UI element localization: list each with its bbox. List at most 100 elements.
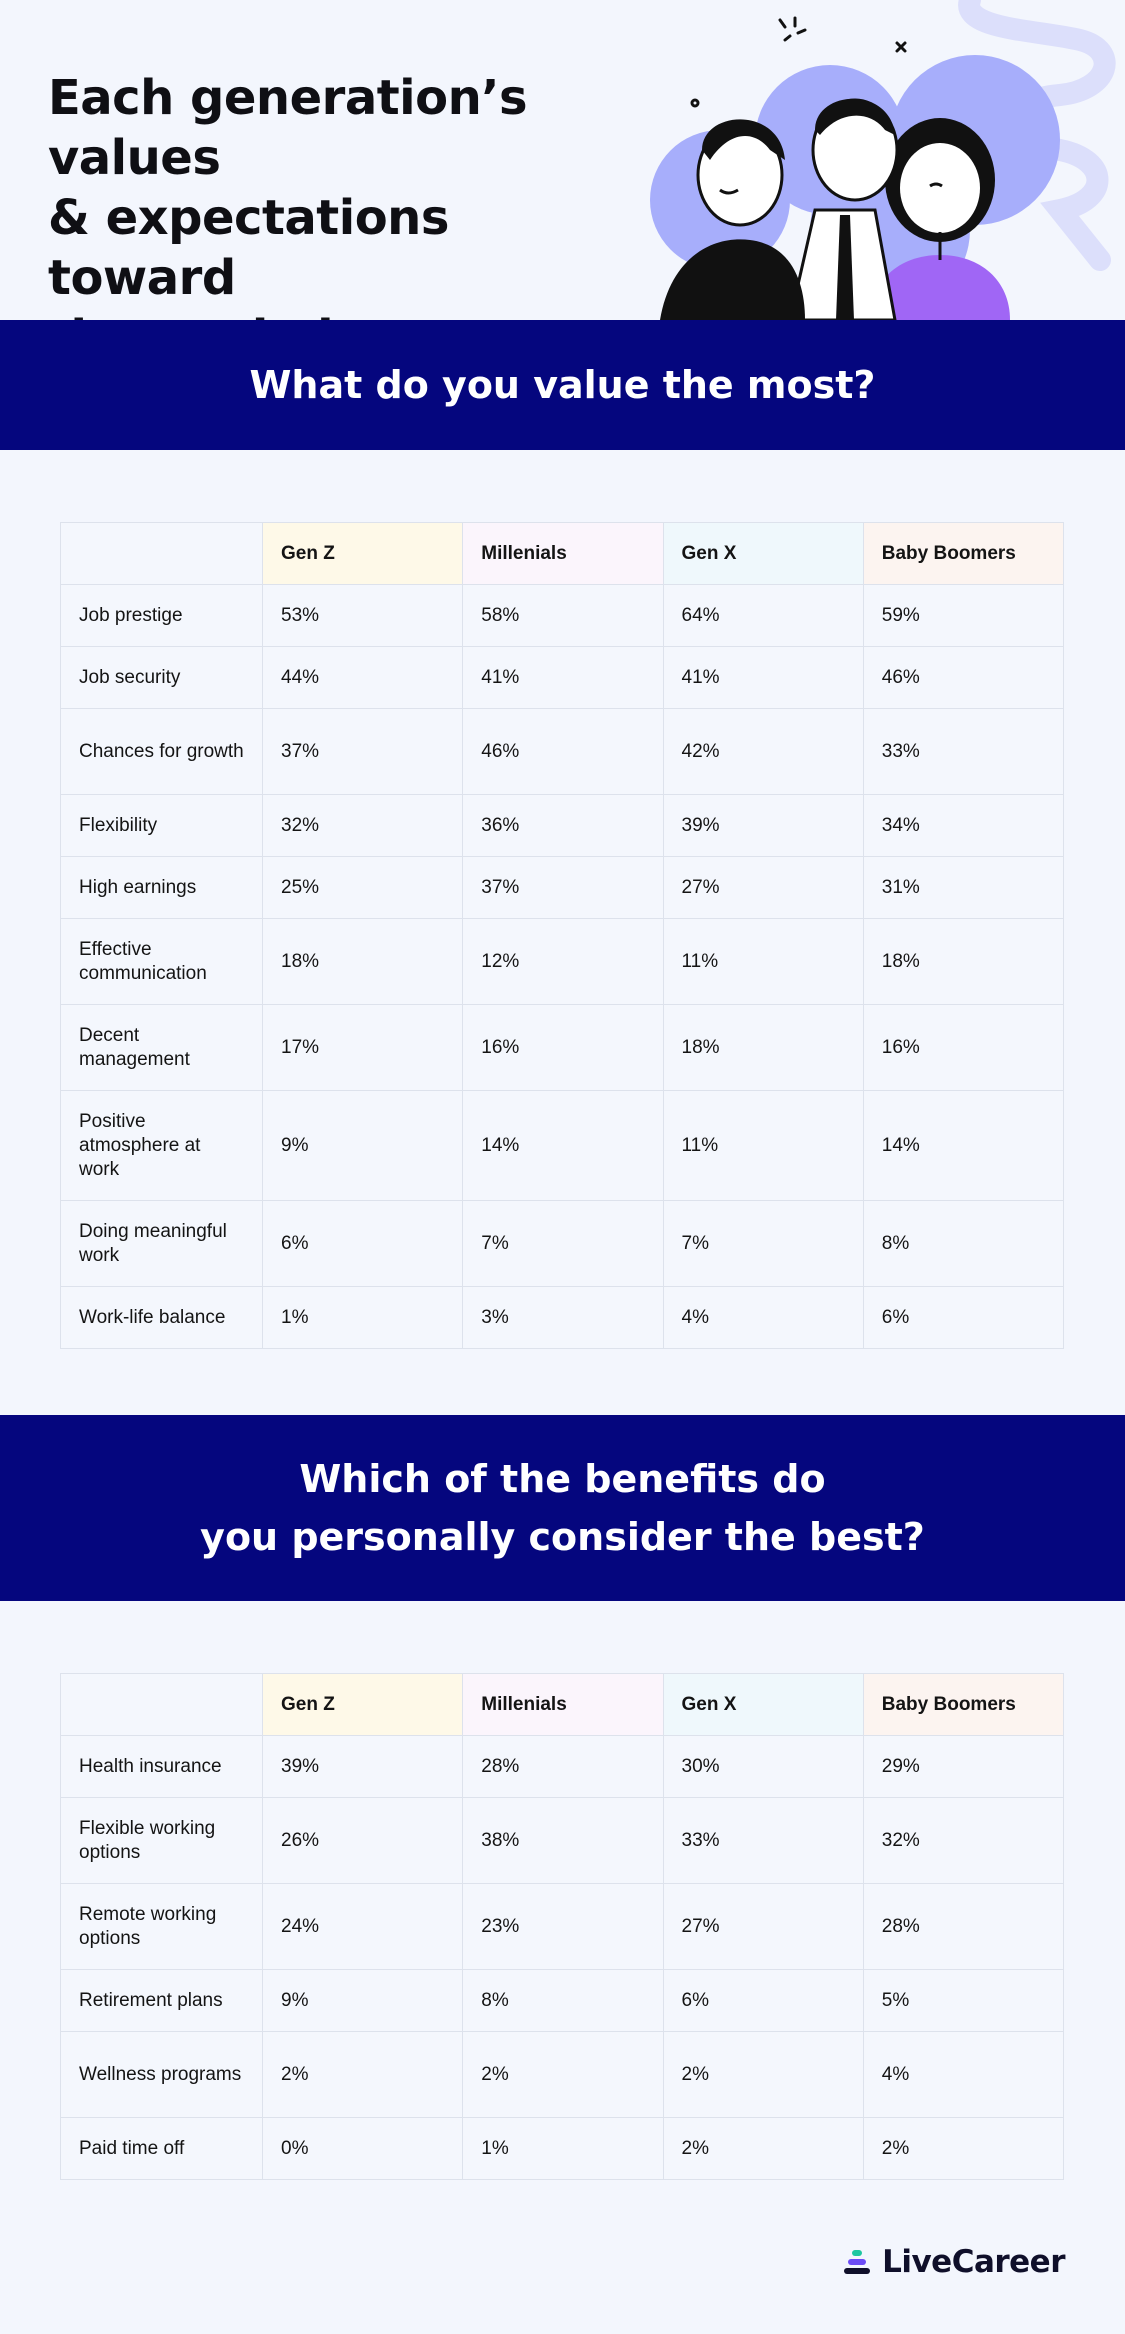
row-label: Paid time off — [60, 2117, 263, 2180]
row-label: Decent management — [60, 1004, 263, 1091]
cell-gen-x: 41% — [662, 646, 864, 709]
cell-baby-boomers: 18% — [862, 918, 1065, 1005]
cell-gen-z: 6% — [261, 1200, 464, 1287]
logo-text: LiveCareer — [882, 2244, 1065, 2280]
section2-heading-line2: you personally consider the best? — [200, 1515, 925, 1559]
cell-baby-boomers: 4% — [862, 2031, 1065, 2118]
cell-gen-z: 9% — [261, 1969, 464, 2032]
cell-baby-boomers: 32% — [862, 1797, 1065, 1884]
cell-millenials: 37% — [462, 856, 664, 919]
cell-baby-boomers: 31% — [862, 856, 1065, 919]
table-row: Effective communication 18% 12% 11% 18% — [60, 918, 1065, 1005]
cell-baby-boomers: 2% — [862, 2117, 1065, 2180]
cell-baby-boomers: 46% — [862, 646, 1065, 709]
row-label: Work-life balance — [60, 1286, 263, 1349]
cell-gen-x: 27% — [662, 1883, 864, 1970]
cell-millenials: 2% — [462, 2031, 664, 2118]
table-row: Flexible working options 26% 38% 33% 32% — [60, 1797, 1065, 1884]
cell-gen-z: 0% — [261, 2117, 464, 2180]
cell-gen-z: 44% — [261, 646, 464, 709]
table-row: Flexibility 32% 36% 39% 34% — [60, 794, 1065, 857]
table-row: Job security 44% 41% 41% 46% — [60, 646, 1065, 709]
cell-millenials: 23% — [462, 1883, 664, 1970]
row-label: Flexible working options — [60, 1797, 263, 1884]
header-gen-z: Gen Z — [261, 522, 464, 585]
cell-millenials: 41% — [462, 646, 664, 709]
table-row: High earnings 25% 37% 27% 31% — [60, 856, 1065, 919]
cell-millenials: 36% — [462, 794, 664, 857]
livecareer-logo[interactable]: LiveCareer — [844, 2244, 1065, 2280]
section2-banner: Which of the benefits do you personally … — [0, 1415, 1125, 1601]
cell-millenials: 58% — [462, 584, 664, 647]
cell-gen-z: 24% — [261, 1883, 464, 1970]
header-baby-boomers: Baby Boomers — [862, 1673, 1065, 1736]
benefits-table: Gen Z Millenials Gen X Baby Boomers Heal… — [60, 1673, 1065, 2180]
section2-heading-line1: Which of the benefits do — [299, 1457, 826, 1501]
header-millenials: Millenials — [462, 1673, 664, 1736]
cell-gen-x: 18% — [662, 1004, 864, 1091]
row-label: Job prestige — [60, 584, 263, 647]
row-label: Positive atmosphere at work — [60, 1090, 263, 1201]
cell-baby-boomers: 8% — [862, 1200, 1065, 1287]
row-label: Health insurance — [60, 1735, 263, 1798]
cell-gen-x: 11% — [662, 1090, 864, 1201]
cell-gen-z: 37% — [261, 708, 464, 795]
header-corner — [60, 522, 263, 585]
header-gen-x: Gen X — [662, 1673, 864, 1736]
cell-millenials: 14% — [462, 1090, 664, 1201]
cell-millenials: 8% — [462, 1969, 664, 2032]
cell-gen-z: 18% — [261, 918, 464, 1005]
cell-gen-x: 39% — [662, 794, 864, 857]
cell-gen-x: 42% — [662, 708, 864, 795]
cell-gen-x: 4% — [662, 1286, 864, 1349]
cell-millenials: 7% — [462, 1200, 664, 1287]
cell-gen-z: 2% — [261, 2031, 464, 2118]
row-label: Chances for growth — [60, 708, 263, 795]
cell-gen-x: 7% — [662, 1200, 864, 1287]
cell-baby-boomers: 6% — [862, 1286, 1065, 1349]
cell-baby-boomers: 33% — [862, 708, 1065, 795]
cell-millenials: 46% — [462, 708, 664, 795]
table-header-row: Gen Z Millenials Gen X Baby Boomers — [60, 1673, 1065, 1736]
cell-gen-z: 39% — [261, 1735, 464, 1798]
table-row: Positive atmosphere at work 9% 14% 11% 1… — [60, 1090, 1065, 1201]
row-label: Remote working options — [60, 1883, 263, 1970]
table-row: Chances for growth 37% 46% 42% 33% — [60, 708, 1065, 795]
cell-gen-z: 32% — [261, 794, 464, 857]
cell-gen-z: 25% — [261, 856, 464, 919]
row-label: Job security — [60, 646, 263, 709]
cell-baby-boomers: 29% — [862, 1735, 1065, 1798]
cell-gen-z: 9% — [261, 1090, 464, 1201]
header: Each generation’s values & expectations … — [0, 0, 1125, 320]
cell-gen-x: 11% — [662, 918, 864, 1005]
header-gen-z: Gen Z — [261, 1673, 464, 1736]
table-row: Work-life balance 1% 3% 4% 6% — [60, 1286, 1065, 1349]
table-row: Doing meaningful work 6% 7% 7% 8% — [60, 1200, 1065, 1287]
cell-gen-z: 26% — [261, 1797, 464, 1884]
cell-millenials: 16% — [462, 1004, 664, 1091]
header-baby-boomers: Baby Boomers — [862, 522, 1065, 585]
section1-heading: What do you value the most? — [249, 363, 876, 407]
row-label: High earnings — [60, 856, 263, 919]
values-table: Gen Z Millenials Gen X Baby Boomers Job … — [60, 522, 1065, 1349]
row-label: Doing meaningful work — [60, 1200, 263, 1287]
table-row: Wellness programs 2% 2% 2% 4% — [60, 2031, 1065, 2118]
cell-millenials: 1% — [462, 2117, 664, 2180]
cell-millenials: 28% — [462, 1735, 664, 1798]
row-label: Wellness programs — [60, 2031, 263, 2118]
cell-gen-x: 2% — [662, 2031, 864, 2118]
cell-baby-boomers: 59% — [862, 584, 1065, 647]
section1-banner: What do you value the most? — [0, 320, 1125, 450]
table-row: Retirement plans 9% 8% 6% 5% — [60, 1969, 1065, 2032]
header-gen-x: Gen X — [662, 522, 864, 585]
cell-baby-boomers: 16% — [862, 1004, 1065, 1091]
cell-gen-x: 33% — [662, 1797, 864, 1884]
cell-millenials: 3% — [462, 1286, 664, 1349]
cell-gen-x: 6% — [662, 1969, 864, 2032]
cell-baby-boomers: 28% — [862, 1883, 1065, 1970]
cell-baby-boomers: 5% — [862, 1969, 1065, 2032]
cell-gen-x: 30% — [662, 1735, 864, 1798]
cell-gen-z: 53% — [261, 584, 464, 647]
cell-millenials: 12% — [462, 918, 664, 1005]
people-illustration — [650, 0, 1116, 320]
